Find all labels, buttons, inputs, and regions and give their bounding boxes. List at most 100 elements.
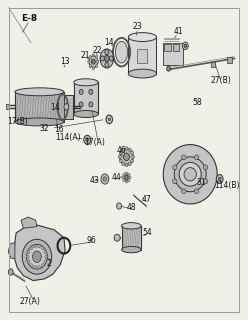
Circle shape [89, 65, 92, 68]
Circle shape [122, 176, 124, 179]
Circle shape [86, 138, 89, 142]
Text: 32: 32 [39, 124, 49, 133]
Ellipse shape [41, 247, 44, 250]
Circle shape [84, 135, 91, 144]
Ellipse shape [41, 264, 44, 267]
Circle shape [91, 59, 95, 64]
Ellipse shape [120, 148, 133, 165]
Circle shape [105, 62, 109, 68]
Ellipse shape [27, 260, 30, 263]
Text: 23: 23 [133, 22, 142, 31]
Circle shape [64, 104, 69, 110]
Text: 13: 13 [60, 57, 70, 66]
Bar [137, 49, 147, 63]
Circle shape [100, 56, 104, 61]
Ellipse shape [26, 255, 29, 258]
Circle shape [96, 60, 99, 63]
Circle shape [128, 173, 130, 176]
Circle shape [216, 175, 223, 183]
Ellipse shape [33, 266, 36, 269]
Text: 14: 14 [104, 38, 114, 47]
Ellipse shape [203, 165, 208, 170]
Circle shape [101, 174, 109, 184]
Circle shape [108, 118, 111, 121]
Ellipse shape [131, 151, 134, 155]
Ellipse shape [182, 155, 186, 160]
Ellipse shape [45, 255, 48, 258]
Circle shape [103, 177, 107, 181]
Text: 21: 21 [80, 51, 90, 60]
Text: 43: 43 [90, 176, 99, 185]
Bar [128, 37, 156, 74]
Ellipse shape [118, 155, 121, 159]
Bar [6, 104, 9, 109]
Circle shape [125, 180, 128, 183]
Circle shape [125, 172, 128, 175]
Circle shape [88, 60, 90, 63]
Ellipse shape [125, 163, 128, 167]
Circle shape [184, 44, 186, 47]
Ellipse shape [30, 264, 32, 267]
Circle shape [79, 89, 83, 94]
Ellipse shape [119, 159, 122, 163]
Ellipse shape [128, 69, 156, 78]
Text: 27(A): 27(A) [19, 297, 40, 306]
Circle shape [79, 102, 83, 107]
Ellipse shape [122, 223, 141, 229]
Circle shape [128, 179, 130, 182]
Ellipse shape [37, 266, 40, 269]
Circle shape [167, 66, 171, 71]
Ellipse shape [184, 168, 196, 181]
Ellipse shape [89, 56, 98, 68]
Ellipse shape [119, 151, 122, 155]
Circle shape [89, 56, 92, 59]
Text: 114(A): 114(A) [55, 133, 80, 142]
Ellipse shape [128, 148, 131, 151]
Circle shape [218, 177, 221, 181]
Circle shape [182, 42, 188, 50]
Bar [122, 226, 141, 250]
Ellipse shape [194, 155, 199, 160]
Circle shape [95, 65, 98, 68]
Bar [164, 44, 171, 51]
Text: 17(A): 17(A) [84, 138, 105, 147]
Ellipse shape [44, 260, 47, 263]
Ellipse shape [115, 41, 128, 63]
Text: 114(B): 114(B) [214, 181, 240, 190]
Text: 47: 47 [141, 195, 151, 204]
Text: 41: 41 [173, 27, 183, 36]
Text: 54: 54 [142, 228, 152, 237]
Text: 2: 2 [47, 259, 52, 268]
Bar [173, 44, 179, 51]
Ellipse shape [132, 155, 135, 159]
Ellipse shape [128, 162, 131, 166]
Circle shape [92, 67, 94, 69]
Ellipse shape [173, 179, 177, 184]
Ellipse shape [74, 79, 98, 86]
Text: 46: 46 [117, 146, 126, 155]
Polygon shape [163, 145, 217, 204]
Text: 58: 58 [193, 99, 202, 108]
Bar [211, 62, 216, 67]
Ellipse shape [122, 148, 124, 151]
Circle shape [32, 251, 41, 262]
Ellipse shape [194, 189, 199, 194]
Circle shape [89, 102, 93, 107]
Text: E-8: E-8 [22, 14, 38, 23]
Ellipse shape [100, 49, 114, 68]
Bar [163, 43, 183, 65]
Circle shape [109, 56, 113, 61]
Ellipse shape [15, 88, 64, 96]
Ellipse shape [15, 118, 64, 126]
Polygon shape [14, 225, 65, 281]
Circle shape [125, 175, 128, 180]
Circle shape [123, 173, 125, 176]
Ellipse shape [74, 110, 98, 117]
Ellipse shape [122, 246, 141, 253]
Bar [64, 95, 73, 119]
Ellipse shape [114, 234, 120, 241]
Circle shape [89, 89, 93, 94]
Text: 17(B): 17(B) [7, 117, 28, 126]
Circle shape [124, 153, 129, 161]
Ellipse shape [203, 179, 208, 184]
